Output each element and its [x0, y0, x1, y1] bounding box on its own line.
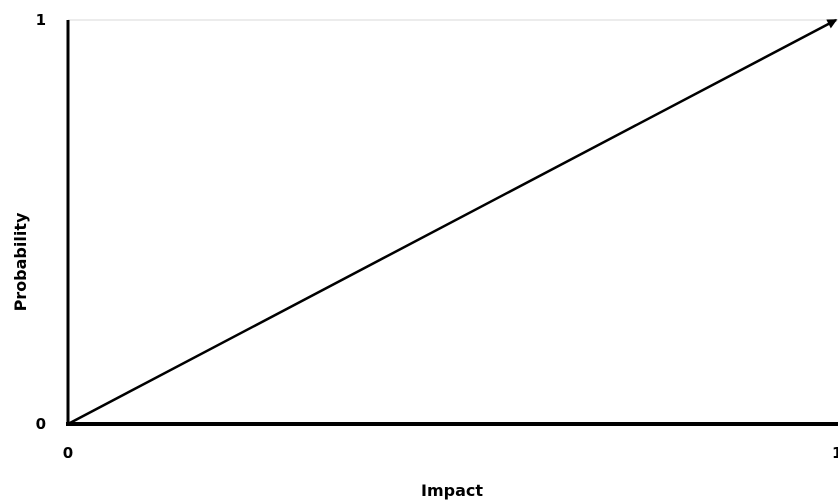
series-line-0 — [67, 18, 838, 426]
series-layer — [67, 18, 838, 426]
x-axis-title: Impact — [421, 481, 483, 500]
y-tick-label: 0 — [36, 415, 46, 433]
y-tick-label: 1 — [36, 11, 46, 29]
x-tick-label: 1 — [832, 444, 838, 462]
x-tick-label: 0 — [63, 444, 73, 462]
y-tick-labels: 01 — [36, 11, 46, 433]
y-axis-title: Probability — [11, 212, 30, 311]
